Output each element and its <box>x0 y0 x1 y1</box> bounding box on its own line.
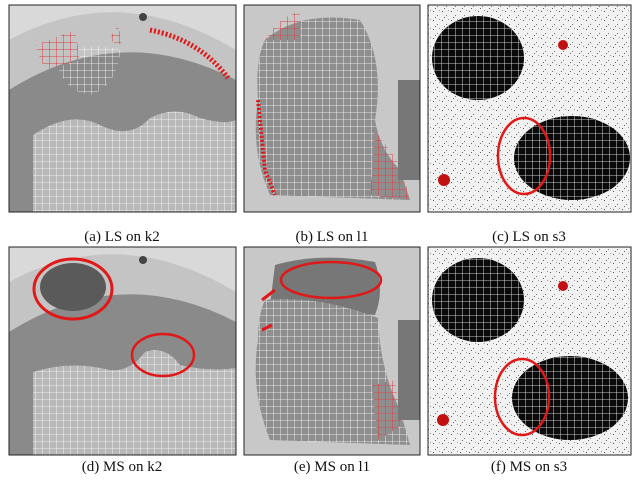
caption: (b) LS on l1 <box>296 229 369 245</box>
panel-image <box>428 247 631 455</box>
panel-image <box>428 5 631 212</box>
figure: (a) LS on k2 (b) LS on l1 (c) LS on s3 (… <box>0 0 639 482</box>
panel-image <box>244 5 420 212</box>
caption: (f) MS on s3 <box>491 459 567 475</box>
caption: (c) LS on s3 <box>492 229 566 245</box>
panel-image <box>9 5 236 212</box>
caption: (e) MS on l1 <box>294 459 370 475</box>
caption: (a) LS on k2 <box>84 229 159 245</box>
caption: (d) MS on k2 <box>82 459 162 475</box>
panel-image <box>244 247 420 455</box>
panel-image <box>9 247 236 455</box>
